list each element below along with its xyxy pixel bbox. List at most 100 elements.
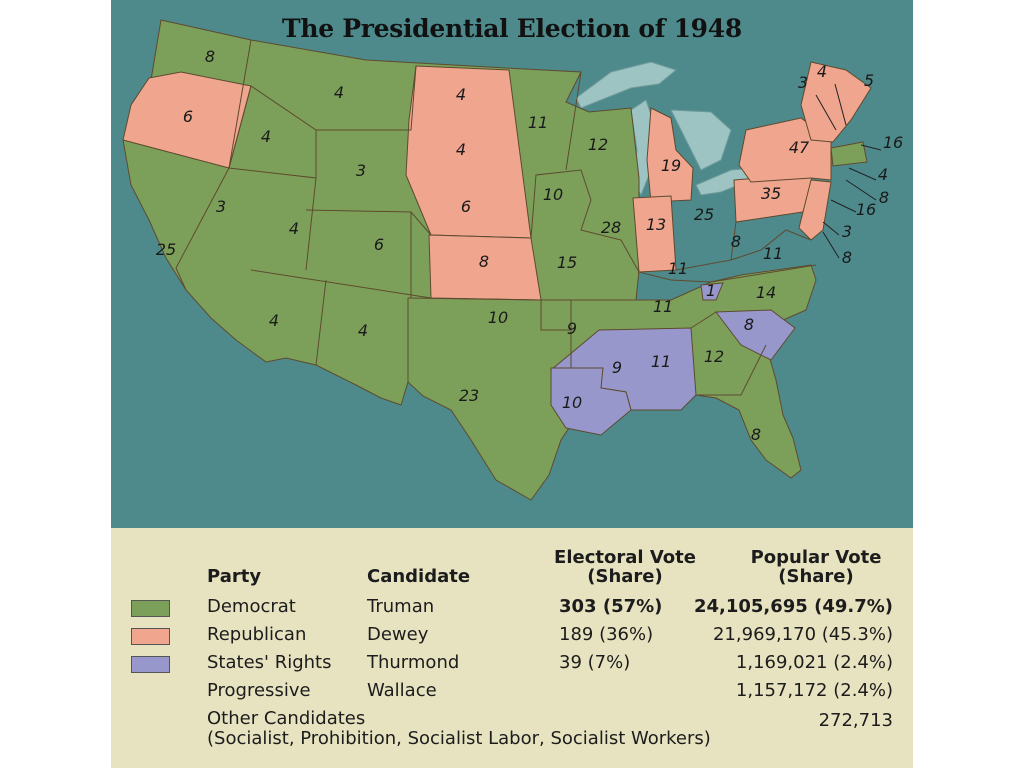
electoral-votes-mn: 11 [528,113,548,132]
header-party: Party [207,566,262,587]
election-map: 8 6 25 4 3 4 3 4 4 6 4 4 4 6 8 10 23 11 10 15 9 10 12 28 19 13 25 1… [111,0,913,528]
states-nj-de-md [798,179,832,241]
electoral-votes-ca: 25 [156,240,176,259]
state-massachusetts [830,141,868,167]
electoral-votes-sc: 8 [744,315,754,334]
electoral-votes-ut: 4 [289,219,299,238]
party-democrat: Democrat [207,596,296,617]
tennessee-elector [700,282,724,301]
electoral-votes-az: 4 [269,311,279,330]
header-electoral-line2: (Share) [587,566,663,587]
state-south-carolina [715,309,796,361]
states-new-england-north [800,61,872,143]
electoral-votes-nm: 4 [358,321,368,340]
electoral-votes-ny: 47 [789,138,810,157]
leader-line [845,179,877,201]
electoral-votes-mi: 19 [661,156,681,175]
state-louisiana [550,367,632,436]
header-popular-line2: (Share) [778,566,854,587]
candidate-wallace: Wallace [367,680,437,701]
popular-progressive: 1,157,172 (2.4%) [735,680,893,701]
legend-table: Party Candidate Electoral Vote (Share) P… [111,528,913,768]
electoral-votes-wa: 8 [205,47,215,66]
swatch-democrat [131,600,170,617]
leader-line [830,199,857,213]
electoral-votes-tn: 11 [653,297,673,316]
electoral-votes-wi: 12 [588,135,608,154]
popular-other: 272,713 [818,710,893,731]
electoral-votes-co: 6 [374,235,384,254]
state-michigan [646,107,694,203]
electoral-votes-wv: 8 [731,232,741,251]
electoral-votes-ks: 8 [479,252,489,271]
popular-states-rights: 1,169,021 (2.4%) [735,652,893,673]
other-candidates-detail: (Socialist, Prohibition, Socialist Labor… [207,728,711,749]
swatch-states-rights [131,656,170,673]
electoral-votes-in: 13 [646,215,666,234]
header-electoral-vote: Electoral Vote (Share) [553,547,697,587]
electoral-democrat: 303 (57%) [559,596,663,617]
electoral-votes-nd: 4 [456,85,466,104]
electoral-votes-pa: 35 [761,184,781,203]
electoral-votes-de: 3 [842,222,852,241]
electoral-votes-id: 4 [261,127,271,146]
electoral-votes-ri: 4 [878,165,888,184]
electoral-votes-or: 6 [183,107,193,126]
electoral-votes-vt: 3 [798,73,808,92]
electoral-votes-nj: 16 [856,200,876,219]
electoral-votes-il: 28 [601,218,621,237]
electoral-votes-la: 10 [562,393,582,412]
state-borders [175,39,817,396]
lake-huron [670,109,732,171]
leader-line [822,221,840,236]
party-progressive: Progressive [207,680,311,701]
candidate-dewey: Dewey [367,624,429,645]
header-popular-line1: Popular Vote [750,547,882,568]
electoral-votes-ok: 10 [488,308,508,327]
leader-line [822,231,840,259]
party-states-rights: States' Rights [207,652,332,673]
electoral-votes-nc: 14 [756,283,776,302]
lake-superior [575,61,678,109]
electoral-votes-nh: 4 [817,62,827,81]
electoral-votes-me: 5 [864,71,874,90]
electoral-votes-va: 11 [763,244,783,263]
swatch-republican [131,628,170,645]
electoral-votes-tn_east: 1 [706,281,716,300]
leader-line [860,144,882,151]
electoral-votes-sd: 4 [456,140,466,159]
candidate-truman: Truman [367,596,435,617]
electoral-votes-wy: 3 [356,161,366,180]
header-electoral-line1: Electoral Vote [554,547,696,568]
us-map-svg: 8625434344644468102311101591012281913251… [122,19,903,501]
popular-republican: 21,969,170 (45.3%) [712,624,893,645]
electoral-republican: 189 (36%) [559,624,654,645]
leader-line [848,167,877,181]
electoral-votes-ar: 9 [567,319,577,338]
electoral-votes-md: 8 [842,248,852,267]
leader-line [815,94,837,131]
electoral-votes-ia: 10 [543,185,563,204]
header-popular-vote: Popular Vote (Share) [741,547,891,587]
electoral-votes-ne: 6 [461,197,471,216]
electoral-votes-ct: 8 [879,188,889,207]
electoral-votes-mo: 15 [557,253,577,272]
other-candidates-label: Other Candidates [207,708,366,729]
popular-democrat: 24,105,695 (49.7%) [693,596,893,617]
leader-line [834,83,847,126]
states-rights-states [550,282,796,436]
electoral-votes-fl: 8 [751,425,761,444]
republican-states [122,61,872,301]
electoral-votes-oh: 25 [694,205,714,224]
electoral-votes-nv: 3 [216,197,226,216]
electoral-states-rights: 39 (7%) [559,652,631,673]
electoral-votes-al: 11 [651,352,671,371]
map-title: The Presidential Election of 1948 [282,14,742,43]
candidate-thurmond: Thurmond [367,652,460,673]
electoral-votes-mt: 4 [334,83,344,102]
header-candidate: Candidate [367,566,471,587]
electoral-votes-ms: 9 [612,358,622,377]
electoral-votes-tx: 23 [459,386,479,405]
party-republican: Republican [207,624,307,645]
electoral-votes-ma: 16 [883,133,903,152]
